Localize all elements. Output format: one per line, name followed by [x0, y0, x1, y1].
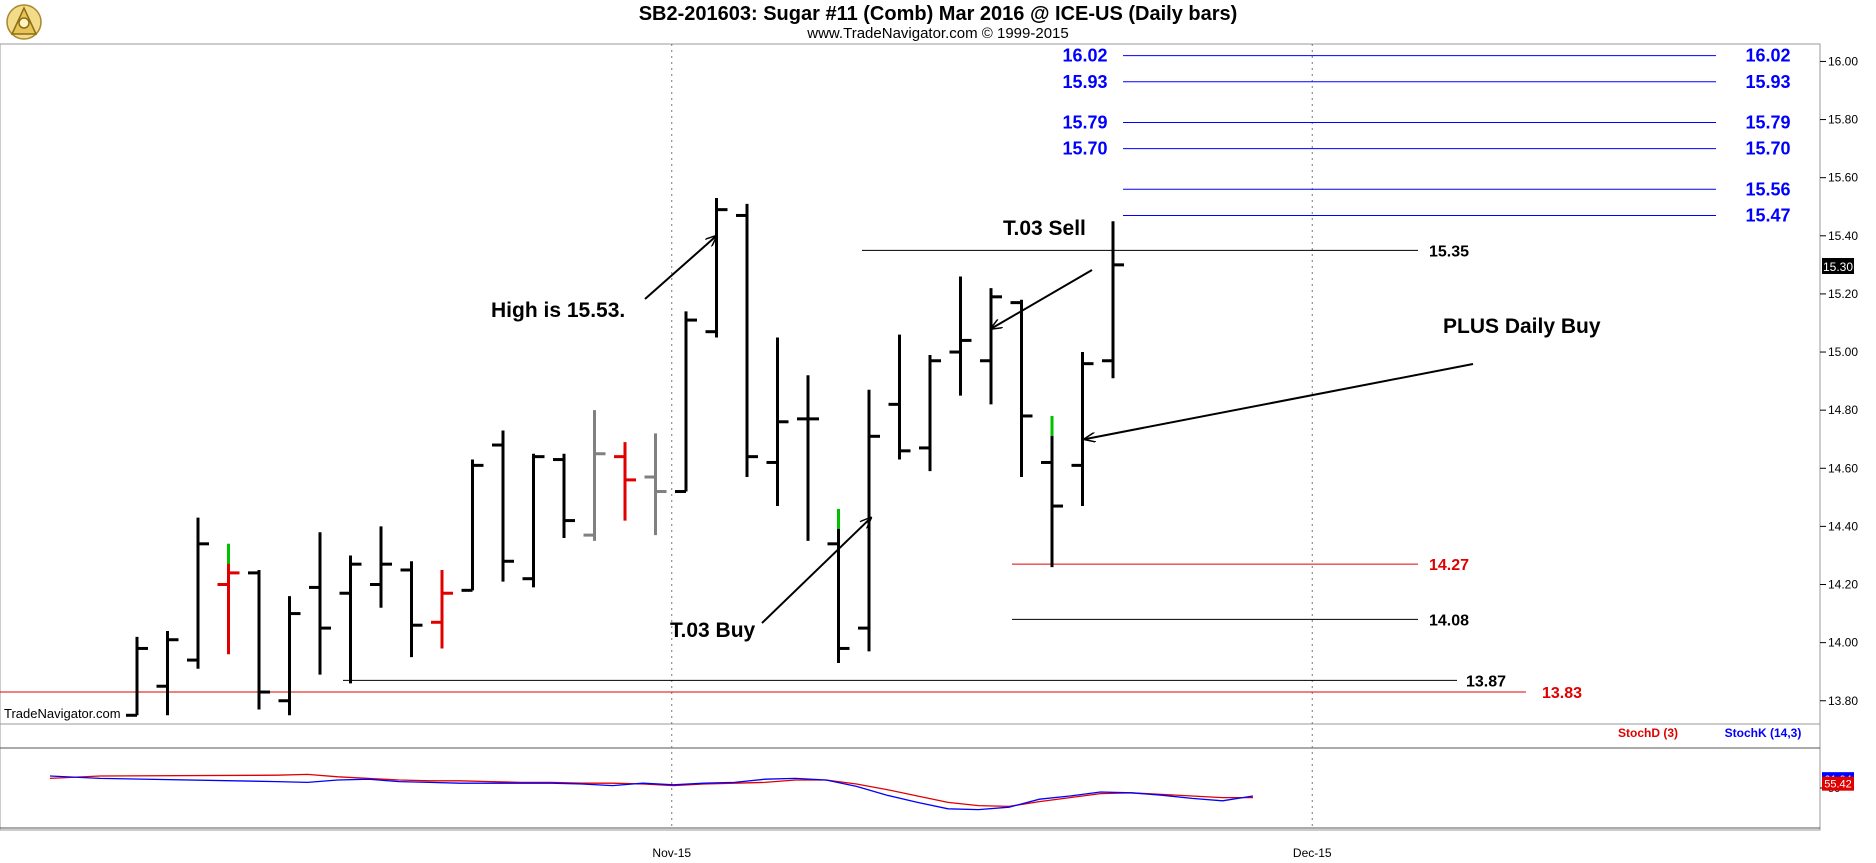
y-tick-label: 15.60	[1828, 171, 1858, 185]
indicator-line	[49, 775, 1254, 811]
ohlc-bar	[400, 561, 423, 658]
ohlc-bar	[827, 508, 850, 663]
last-price-badge: 15.30	[1822, 258, 1854, 274]
trade-navigator-logo	[6, 4, 42, 40]
y-tick-label: 14.40	[1828, 519, 1858, 533]
ohlc-bar	[126, 636, 148, 717]
price-levels: 16.02 16.02 15.93 15.93 15.79 15.79 15.70 15.70…	[0, 46, 1791, 702]
annotations: High is 15.53. T.03 Sell PLUS Daily Buy T.0…	[491, 217, 1601, 642]
ohlc-bar	[278, 596, 301, 716]
y-tick-label: 15.80	[1828, 113, 1858, 127]
y-tick-label: 15.00	[1828, 345, 1858, 359]
annotation-arrow	[644, 236, 717, 300]
date-axis: Nov-15 Dec-15	[652, 846, 1332, 860]
price-level-label: 14.27	[1429, 557, 1469, 574]
stoch-d-legend: StochD (3)	[1618, 726, 1678, 740]
indicator-line	[49, 773, 1253, 808]
annotation-label: T.03 Sell	[1003, 217, 1086, 240]
y-tick-label: 16.00	[1828, 54, 1858, 68]
price-level-label: 15.56	[1745, 179, 1790, 199]
ohlc-bar	[949, 276, 972, 396]
ohlc-bar	[187, 517, 209, 669]
price-level-left-label: 15.70	[1062, 139, 1107, 159]
annotation-arrow	[991, 269, 1093, 329]
price-level-label: 15.79	[1745, 112, 1790, 132]
y-tick-label: 15.20	[1828, 287, 1858, 301]
annotation-label: High is 15.53.	[491, 299, 625, 322]
ohlc-bar	[614, 442, 636, 521]
ohlc-bar	[644, 433, 667, 536]
ohlc-bar	[766, 337, 789, 507]
vertical-gridlines	[671, 44, 1313, 830]
price-level-left-label: 16.02	[1062, 46, 1107, 66]
annotation-label: PLUS Daily Buy	[1443, 315, 1601, 338]
ohlc-bar	[919, 354, 941, 472]
ohlc-bar	[492, 430, 514, 582]
ohlc-bar	[431, 569, 453, 649]
stoch-d-badge	[1822, 776, 1854, 791]
price-level-left-label: 15.93	[1062, 72, 1107, 92]
price-level-label: 15.47	[1745, 205, 1790, 225]
ohlc-bar	[705, 198, 728, 338]
price-bars	[126, 198, 1124, 717]
price-level-label: 13.87	[1466, 673, 1506, 690]
ohlc-bar	[1010, 299, 1033, 477]
annotation-label: T.03 Buy	[670, 619, 756, 642]
stoch-k-legend: StochK (14,3)	[1725, 726, 1802, 740]
ohlc-bar	[461, 459, 484, 592]
stoch-d-value: 55.42	[1824, 779, 1852, 791]
price-axis: 13.80 14.00 14.20 14.40 14.60 14.80 15.00 15.20…	[1820, 54, 1858, 708]
price-level-left-label: 15.79	[1062, 112, 1107, 132]
ohlc-bar	[217, 543, 240, 655]
y-tick-label: 14.80	[1828, 403, 1858, 417]
ohlc-bar	[370, 526, 392, 608]
price-level-label: 15.35	[1429, 243, 1469, 260]
ohlc-bar	[980, 288, 1002, 405]
ohlc-bar	[675, 311, 697, 494]
ohlc-bar	[736, 203, 758, 477]
ohlc-bar	[309, 532, 331, 675]
chart-title: SB2-201603: Sugar #11 (Comb) Mar 2016 @ …	[638, 3, 1238, 25]
x-tick-label: Nov-15	[652, 846, 691, 860]
price-level-label: 13.83	[1542, 685, 1582, 702]
price-level-label: 15.70	[1745, 139, 1790, 159]
ohlc-bar	[1071, 352, 1094, 507]
indicator-panel	[0, 723, 1821, 831]
ohlc-bar	[1102, 221, 1124, 379]
ohlc-bar	[583, 410, 606, 541]
ohlc-bar	[1041, 415, 1063, 568]
price-level-label: 14.08	[1429, 612, 1469, 629]
y-tick-label: 14.00	[1828, 636, 1858, 650]
ohlc-bar	[522, 453, 545, 588]
price-level-label: 16.02	[1745, 46, 1790, 66]
chart-subtitle: www.TradeNavigator.com © 1999-2015	[807, 25, 1069, 42]
ohlc-bar	[797, 375, 819, 541]
y-tick-label: 14.20	[1828, 578, 1858, 592]
annotation-arrow	[761, 518, 871, 624]
chart-header: SB2-201603: Sugar #11 (Comb) Mar 2016 @ …	[0, 0, 1876, 44]
y-tick-label: 13.80	[1828, 694, 1858, 708]
price-panel	[0, 43, 1821, 725]
ohlc-bar	[339, 555, 362, 684]
ohlc-bar	[248, 569, 270, 710]
annotation-arrow	[1085, 363, 1474, 439]
ohlc-bar	[553, 453, 575, 539]
ohlc-bar	[888, 334, 911, 460]
stochastic-indicator: StochD (3)StochK (14,3)5061.0455.42	[49, 726, 1854, 811]
price-level-label: 15.93	[1745, 72, 1790, 92]
y-tick-label: 14.60	[1828, 461, 1858, 475]
watermark: TradeNavigator.com	[4, 706, 121, 721]
last-price-label: 15.30	[1823, 260, 1853, 274]
ohlc-bar	[156, 631, 179, 716]
x-tick-label: Dec-15	[1293, 846, 1332, 860]
y-tick-label: 15.40	[1828, 229, 1858, 243]
